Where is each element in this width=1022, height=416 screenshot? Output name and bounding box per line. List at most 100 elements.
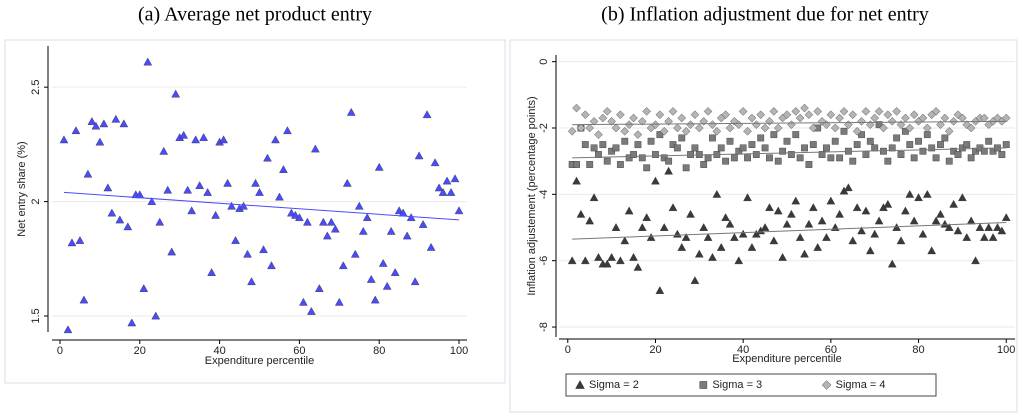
point xyxy=(892,107,901,116)
point xyxy=(207,268,216,276)
point xyxy=(888,144,896,152)
point xyxy=(918,229,928,238)
point xyxy=(953,226,963,235)
point xyxy=(677,113,687,123)
point xyxy=(725,123,735,133)
point xyxy=(849,157,857,165)
point xyxy=(690,110,700,120)
point xyxy=(722,157,730,165)
point xyxy=(418,220,428,228)
point xyxy=(1001,213,1011,221)
point xyxy=(906,141,914,148)
point xyxy=(283,126,292,135)
point xyxy=(993,223,1002,231)
point xyxy=(721,110,730,120)
point xyxy=(734,256,744,265)
point xyxy=(922,189,932,198)
point xyxy=(936,209,945,218)
point xyxy=(944,127,954,136)
point xyxy=(338,261,348,270)
point xyxy=(695,123,704,133)
point xyxy=(295,213,304,222)
point xyxy=(567,256,577,265)
point xyxy=(651,176,660,185)
point xyxy=(690,276,700,284)
point xyxy=(585,216,595,225)
point xyxy=(366,274,376,283)
point xyxy=(822,233,831,241)
point xyxy=(730,233,739,241)
point xyxy=(303,217,312,226)
point xyxy=(572,176,581,185)
x-tick-label: 80 xyxy=(912,344,924,356)
point xyxy=(643,164,651,172)
point xyxy=(985,137,993,145)
point xyxy=(127,318,137,327)
point xyxy=(263,153,272,162)
point xyxy=(594,130,603,139)
point xyxy=(778,252,787,261)
point xyxy=(1001,113,1011,123)
point xyxy=(923,123,932,133)
point xyxy=(760,123,770,133)
point xyxy=(115,215,125,224)
point xyxy=(801,144,808,152)
point xyxy=(831,137,839,145)
point xyxy=(239,201,248,210)
point xyxy=(647,137,655,145)
point xyxy=(712,189,722,198)
point xyxy=(386,226,396,235)
point xyxy=(795,113,805,123)
point xyxy=(800,103,809,113)
point xyxy=(629,252,638,261)
point xyxy=(673,144,681,152)
point xyxy=(259,245,268,254)
point xyxy=(937,141,944,148)
point xyxy=(940,113,950,123)
point xyxy=(721,213,730,221)
point xyxy=(211,210,220,219)
point xyxy=(795,233,805,241)
point xyxy=(402,231,412,240)
point xyxy=(725,219,735,228)
point xyxy=(915,137,922,145)
point xyxy=(307,306,316,315)
point xyxy=(931,216,941,225)
point xyxy=(848,236,858,245)
point xyxy=(655,286,665,294)
x-tick-label: 0 xyxy=(57,345,63,357)
point xyxy=(800,249,809,258)
point xyxy=(612,144,620,152)
point xyxy=(765,203,774,212)
point xyxy=(743,193,752,202)
point xyxy=(651,120,660,129)
point xyxy=(572,103,581,113)
x-tick-label: 80 xyxy=(373,345,385,357)
point xyxy=(267,261,276,270)
point xyxy=(616,110,625,120)
point xyxy=(818,151,826,158)
point xyxy=(91,121,101,130)
point xyxy=(747,243,757,251)
fit-line xyxy=(572,120,1007,126)
point xyxy=(766,154,773,162)
point xyxy=(594,252,603,261)
point xyxy=(852,203,862,212)
point xyxy=(757,134,765,142)
chart-title: (a) Average net product entry xyxy=(138,4,372,26)
point xyxy=(738,229,748,238)
point xyxy=(203,188,212,196)
point xyxy=(638,117,647,126)
point xyxy=(87,117,97,125)
point xyxy=(199,133,208,141)
point xyxy=(739,144,747,152)
point xyxy=(642,213,652,221)
point xyxy=(703,233,713,241)
point xyxy=(450,174,460,183)
point xyxy=(699,223,709,231)
point xyxy=(747,113,757,123)
point xyxy=(858,131,865,139)
x-tick-label: 40 xyxy=(737,344,749,356)
point xyxy=(664,117,673,126)
point xyxy=(642,107,651,116)
